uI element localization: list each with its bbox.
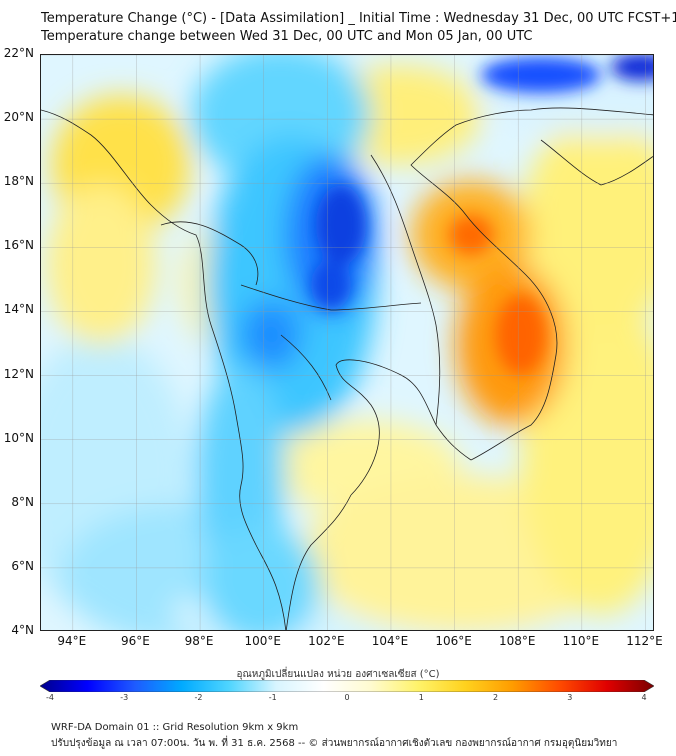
lon-label: 104°E	[371, 634, 409, 648]
lat-label: 16°N	[3, 238, 34, 253]
coastlines	[41, 107, 653, 630]
lat-label: 4°N	[11, 623, 34, 637]
temperature-change-map[interactable]	[40, 54, 654, 631]
lon-label: 106°E	[435, 634, 472, 648]
lat-label: 8°N	[11, 494, 34, 509]
lat-label: 10°N	[3, 430, 34, 445]
lon-label: 110°E	[562, 634, 600, 648]
map-canvas	[41, 55, 653, 630]
lat-label: 12°N	[3, 366, 34, 381]
colorbar-tick-label: 3	[567, 693, 573, 702]
colorbar-tick-label: -3	[120, 693, 129, 702]
colorbar-tick-label: -2	[194, 693, 203, 702]
footer-domain-info: WRF-DA Domain 01 :: Grid Resolution 9km …	[51, 722, 299, 733]
lon-label: 100°E	[244, 634, 281, 648]
colorbar-tick-label: -1	[268, 693, 277, 702]
lon-label: 94°E	[57, 634, 87, 648]
map-subtitle: Temperature change between Wed 31 Dec, 0…	[41, 29, 533, 44]
temperature-field	[41, 55, 653, 630]
lon-label: 112°E	[626, 634, 663, 648]
gridlines	[41, 55, 653, 630]
lat-label: 22°N	[3, 46, 34, 60]
colorbar-tick-label: -4	[46, 693, 54, 702]
lat-label: 20°N	[3, 110, 34, 125]
lon-label: 108°E	[498, 634, 536, 648]
lon-label: 102°E	[308, 634, 345, 648]
temperature-field-core	[311, 55, 653, 375]
footer-update-info: ปรับปรุงข้อมูล ณ เวลา 07:00น. วัน พ. ที่…	[51, 738, 618, 749]
colorbar-tick-label: 1	[418, 693, 424, 702]
lon-label: 96°E	[121, 634, 150, 648]
lon-label: 98°E	[184, 634, 214, 648]
colorbar-tick-label: 4	[641, 693, 647, 702]
colorbar-tick-label: 0	[344, 693, 350, 702]
map-title: Temperature Change (°C) - [Data Assimila…	[41, 11, 676, 26]
lat-label: 18°N	[3, 174, 34, 189]
colorbar-gradient	[40, 680, 654, 692]
colorbar-tick-label: 2	[492, 693, 499, 702]
lat-label: 6°N	[11, 558, 34, 573]
colorbar	[40, 680, 654, 692]
colorbar-title: อุณหภูมิเปลี่ยนแปลง หน่วย องศาเซลเซียส (…	[236, 669, 440, 680]
lat-label: 14°N	[3, 302, 34, 317]
